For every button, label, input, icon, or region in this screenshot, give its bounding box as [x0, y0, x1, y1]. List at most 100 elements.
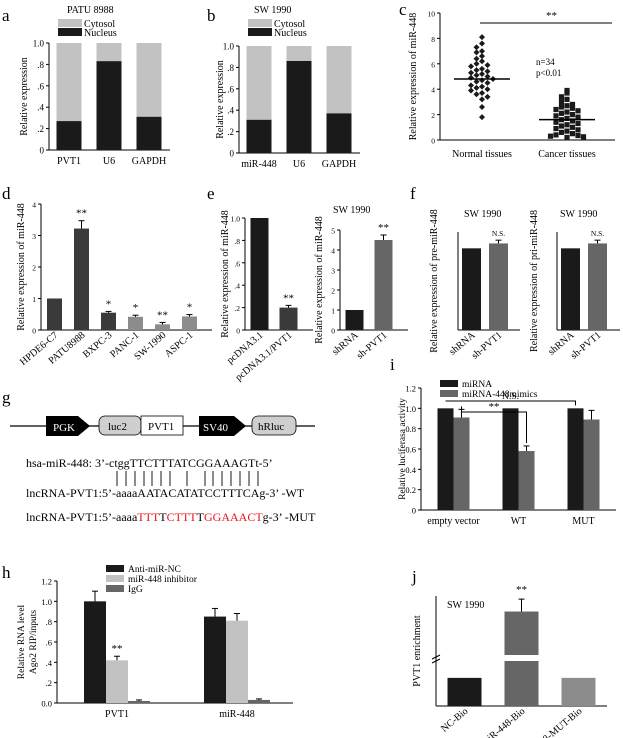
panel-e-right-ylabel: Relative expression of miR-448	[314, 216, 325, 343]
panel-f-left-letter: f	[410, 184, 416, 203]
panel-c-tick-label: 2	[431, 111, 435, 120]
panel-c-significance: **	[546, 10, 557, 22]
panel-c-tick-label: 10	[428, 10, 436, 19]
panel-c-cancer-point	[564, 109, 570, 115]
panel-i-category-label: empty vector	[427, 516, 480, 527]
panel-f-right-ylabel: Relative expression of pri-miR-448	[529, 210, 540, 352]
panel-i-letter: i	[390, 355, 395, 374]
panel-c-normal-point	[473, 84, 480, 91]
panel-c-normal-point	[479, 53, 485, 60]
panel-f-left-ylabel: Relative expression of pre-miR-448	[429, 209, 440, 353]
panel-a-nucleus-bar	[136, 116, 162, 150]
panel-c-cancer-point	[575, 120, 581, 127]
panel-c-cancer-point	[558, 110, 565, 116]
panel-j-category-label: miR-448-Bio	[479, 706, 527, 738]
panel-i-significance: **	[489, 401, 500, 413]
panel-d-tick-label: 1	[32, 295, 36, 304]
panel-i-bar	[502, 408, 519, 510]
panel-h-bar	[248, 699, 270, 703]
panel-c-normal-point	[468, 74, 474, 81]
panel-c-normal-point	[468, 87, 474, 94]
panel-c-cancer-point	[564, 103, 570, 109]
panel-c-cancer-point	[558, 129, 565, 135]
panel-c-cancer-point	[575, 127, 581, 133]
panel-c-normal-point	[479, 40, 485, 47]
panel-d-bar	[155, 324, 170, 330]
panel-e-left-tick-label: 1.0	[231, 215, 241, 224]
panel-c-cancer-point	[580, 134, 587, 140]
panel-a-tick-label: 0	[40, 146, 45, 156]
panel-i-legend-label: miRNA	[462, 380, 492, 390]
panel-c-cancer-point	[569, 105, 576, 111]
panel-c-normal-point	[479, 103, 485, 110]
panel-b-legend-label-nucleus: Nucleus	[274, 28, 307, 39]
panel-e-right-title: SW 1990	[333, 205, 370, 216]
panel-a-tick-label: .8	[37, 60, 44, 70]
panel-c-normal-point	[479, 90, 485, 97]
panel-j-bar	[504, 611, 539, 655]
panel-h-tick-label: .4	[46, 658, 53, 668]
pvt1-insert-label: PVT1	[148, 421, 174, 433]
panel-b-legend-swatch-nucleus	[248, 28, 272, 36]
panel-h-category-label: miR-448	[219, 709, 255, 720]
panel-i-tick-label: 0.2	[405, 485, 416, 495]
panel-e-right-tick-label: 2	[331, 287, 335, 296]
panel-e-left-significance: **	[283, 292, 294, 304]
panel-c-normal-point	[484, 68, 491, 75]
panel-d-letter: d	[2, 184, 11, 203]
panel-i-tick-label: 0.8	[405, 424, 416, 434]
panel-d-bar	[74, 228, 89, 330]
panel-e-right-tick-label: 3	[331, 267, 335, 276]
panel-i-bar	[583, 419, 600, 510]
panel-b-tick-label: 0	[230, 149, 235, 159]
panel-c-cancer-point	[553, 125, 559, 132]
panel-d-tick-label: 0	[32, 327, 36, 336]
panel-c-category-label: Cancer tissues	[538, 149, 596, 160]
panel-i-tick-label: 0	[412, 506, 416, 516]
panel-i-legend-swatch	[440, 390, 458, 397]
panel-h-tick-label: .2	[46, 678, 52, 688]
panel-a-legend-label-cytosol: Cytosol	[84, 19, 115, 30]
panel-i-bar	[453, 417, 470, 510]
panel-e-left-bar	[250, 218, 269, 330]
panel-i-category-label: WT	[511, 516, 527, 527]
panel-a-letter: a	[2, 6, 10, 25]
panel-a-nucleus-bar	[96, 61, 122, 150]
panel-d-significance: **	[76, 208, 87, 220]
panel-j-title: SW 1990	[447, 600, 484, 611]
panel-c-normal-point	[473, 55, 480, 62]
panel-e-left-tick-label: 0	[236, 327, 240, 336]
panel-c-tick-label: 4	[431, 86, 435, 95]
panel-c-tick-label: 6	[431, 60, 435, 69]
panel-c-normal-point	[468, 69, 474, 76]
panel-j-ylabel: PVT1 enrichment	[412, 615, 423, 687]
panel-c-cancer-point	[558, 104, 565, 110]
panel-c-normal-point	[473, 49, 480, 56]
panel-b-tick-label: .4	[227, 106, 234, 116]
panel-a-legend-swatch-cytosol	[58, 19, 82, 27]
panel-b-category-label: GAPDH	[322, 159, 356, 170]
panel-d-bar	[47, 298, 62, 330]
panel-i-ylabel: Relative luciferasa activity	[397, 398, 408, 500]
panel-c-cancer-point	[564, 115, 570, 122]
panel-b-tick-label: .6	[227, 84, 234, 94]
panel-b-nucleus-bar	[326, 113, 352, 153]
panel-a-tick-label: .2	[37, 124, 44, 134]
panel-c-normal-point	[479, 70, 485, 77]
panel-c-tick-label: 8	[431, 35, 435, 44]
panel-c-cancer-point	[569, 112, 576, 118]
panel-j-category-label: miR-448-MUT-Bio	[518, 706, 585, 738]
panel-b-ylabel: Relative expression	[215, 60, 226, 139]
panel-c-tick-label: 0	[431, 137, 435, 146]
panel-a-tick-label: .4	[37, 103, 44, 113]
panel-h-bar	[106, 660, 128, 703]
panel-i-tick-label: 0.6	[405, 445, 416, 455]
panel-c-category-label: Normal tissues	[452, 149, 512, 160]
panel-a-tick-label: 1.0	[33, 39, 45, 49]
panel-d-ylabel: Relative expression of miR-448	[16, 203, 27, 330]
panel-e-left-tick-label: .8	[234, 237, 240, 246]
panel-f-right-significance: N.S.	[591, 229, 604, 238]
panel-a-category-label: PVT1	[57, 156, 81, 167]
construct-diagram: g PGK luc2 PVT1 SV40 hRluc hsa-miR-448: …	[2, 388, 316, 524]
